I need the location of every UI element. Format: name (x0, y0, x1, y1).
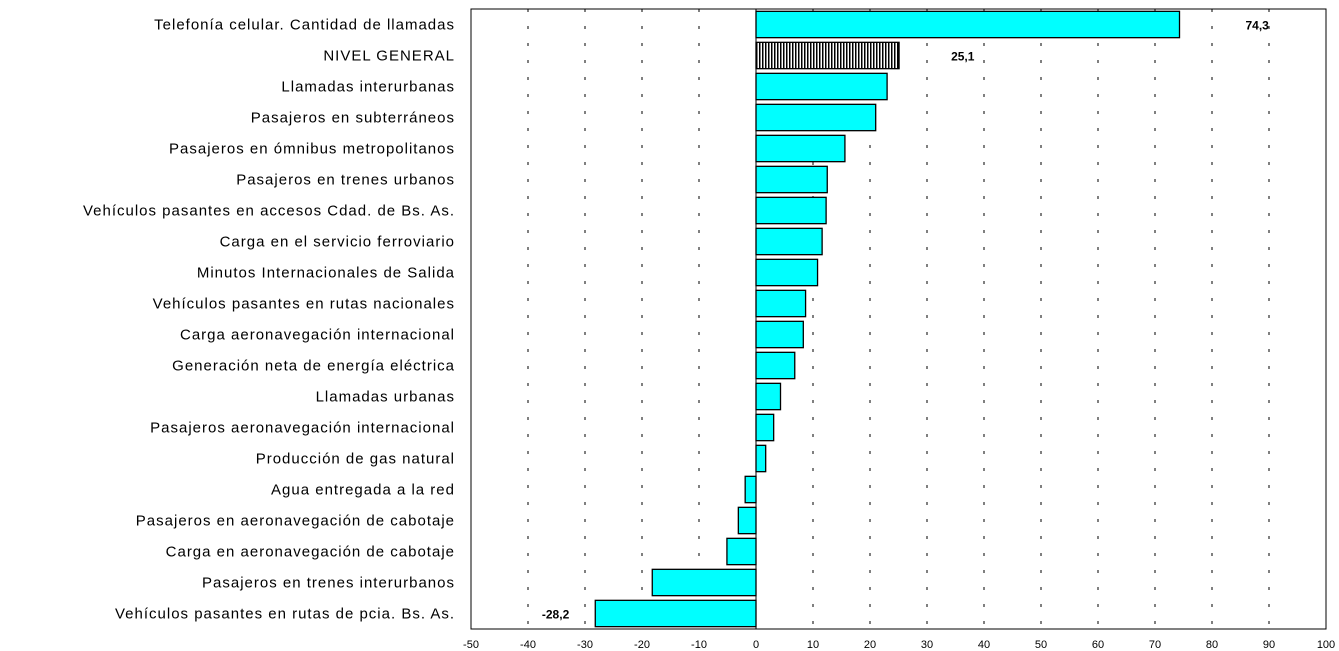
x-tick-label: 40 (978, 639, 990, 651)
category-label: Carga en aeronavegación de cabotaje (166, 544, 455, 561)
plot-area (470, 8, 1327, 630)
bar (726, 537, 757, 566)
category-label: Telefonía celular. Cantidad de llamadas (154, 17, 455, 34)
bar (755, 41, 900, 70)
category-label: Pasajeros en ómnibus metropolitanos (169, 141, 455, 158)
bars (594, 10, 1181, 628)
category-label: Llamadas interurbanas (281, 79, 455, 96)
bar (744, 475, 757, 504)
bar (755, 134, 846, 163)
x-tick-label: -40 (520, 639, 536, 651)
x-tick-label: 0 (753, 639, 759, 651)
category-labels: Telefonía celular. Cantidad de llamadas N… (83, 17, 455, 623)
x-tick-label: -30 (577, 639, 593, 651)
bar (755, 444, 767, 473)
data-labels: 74,3 25,1 -28,2 (542, 19, 1269, 622)
category-label: Generación neta de energía eléctrica (172, 358, 455, 375)
x-tick-label: 60 (1092, 639, 1104, 651)
data-label: 74,3 (1246, 19, 1270, 33)
x-tick-label: 50 (1035, 639, 1047, 651)
bar (755, 227, 823, 256)
x-tick-label: 30 (921, 639, 933, 651)
x-tick-label: 10 (807, 639, 819, 651)
category-label: Pasajeros en trenes urbanos (236, 172, 455, 189)
x-tick-label: 20 (864, 639, 876, 651)
category-label: NIVEL GENERAL (323, 48, 455, 65)
x-tick-label: 80 (1206, 639, 1218, 651)
category-label: Pasajeros en trenes interurbanos (202, 575, 455, 592)
gridlines (527, 9, 1270, 629)
category-label: Pasajeros en aeronavegación de cabotaje (136, 513, 455, 530)
category-label: Carga aeronavegación internacional (180, 327, 455, 344)
category-label: Vehículos pasantes en rutas nacionales (153, 296, 455, 313)
data-label: 25,1 (951, 50, 975, 64)
bar (755, 72, 888, 101)
x-tick-label: 100 (1317, 639, 1335, 651)
category-label: Llamadas urbanas (316, 389, 455, 406)
bar (755, 382, 782, 411)
x-tick-label: 70 (1149, 639, 1161, 651)
bar (755, 413, 775, 442)
category-label: Pasajeros en subterráneos (251, 110, 455, 127)
bar (755, 103, 877, 132)
bar (755, 258, 819, 287)
category-label: Carga en el servicio ferroviario (220, 234, 455, 251)
category-label: Vehículos pasantes en rutas de pcia. Bs.… (115, 606, 455, 623)
x-tick-label: -50 (463, 639, 479, 651)
bar (755, 196, 827, 225)
x-tick-label: -10 (691, 639, 707, 651)
bar (755, 289, 807, 318)
category-label: Vehículos pasantes en accesos Cdad. de B… (83, 203, 455, 220)
x-tick-label: 90 (1263, 639, 1275, 651)
bar (755, 320, 804, 349)
x-axis-ticks: -50 -40 -30 -20 -10 0 10 20 30 40 50 60 70 80 90 100 (463, 639, 1335, 651)
x-tick-label: -20 (634, 639, 650, 651)
bar (594, 599, 757, 628)
bar (755, 165, 828, 194)
category-label: Producción de gas natural (256, 451, 455, 468)
category-label: Agua entregada a la red (271, 482, 455, 499)
bar (755, 10, 1181, 39)
category-label: Pasajeros aeronavegación internacional (150, 420, 455, 437)
bar (737, 506, 757, 535)
bar (651, 568, 757, 597)
bar (755, 351, 796, 380)
category-label: Minutos Internacionales de Salida (197, 265, 455, 282)
data-label: -28,2 (542, 608, 570, 622)
